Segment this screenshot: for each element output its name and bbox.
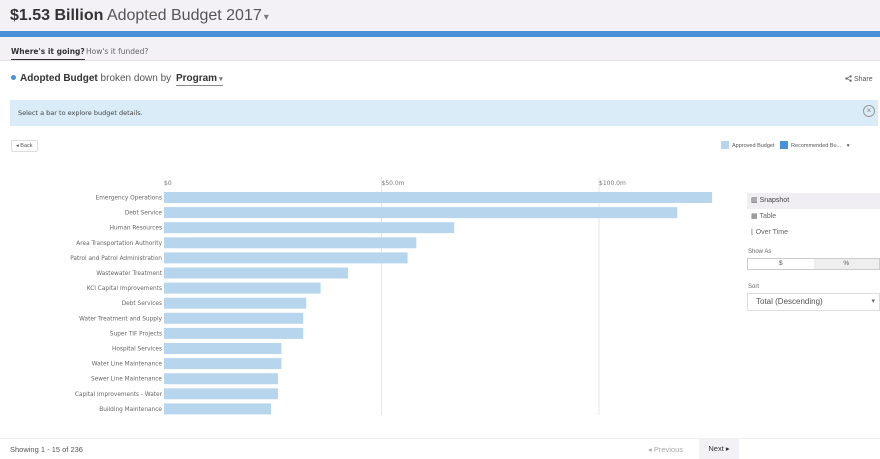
category-label: Super TIF Projects [110,331,162,337]
bar[interactable] [164,312,304,324]
chevron-down-icon: ▾ [219,76,223,83]
bar[interactable] [164,358,282,370]
budget-title: $1.53 Billion Adopted Budget 2017 ▾ [10,7,269,25]
accent-bar [0,31,880,37]
view-over-time-label: Over Time [755,229,788,236]
budget-bar-chart: $0 $50.0m $100.0m Emergency Operations Debt … [70,177,713,415]
category-label: Water Line Maintenance [92,362,163,368]
breakdown-by-text: broken down by [100,73,172,84]
bar[interactable] [164,327,304,339]
share-button[interactable]: Share [845,75,873,83]
legend-swatch [780,141,789,149]
category-label: Water Treatment and Supply [79,316,162,322]
view-table-label: Table [759,213,777,220]
bar[interactable] [164,192,713,203]
share-label: Share [853,76,873,83]
x-tick-label: $100.0m [599,180,626,187]
info-message: Select a bar to explore budget details. [18,109,143,117]
category-label: Sewer Line Maintenance [91,377,162,383]
year-selector[interactable]: 2017 [226,7,262,24]
budget-amount: $1.53 Billion [10,7,104,24]
bar[interactable] [164,388,278,400]
back-button[interactable]: ◂ Back [11,140,38,152]
bar[interactable] [164,267,349,279]
bar[interactable] [164,252,408,264]
category-label: KCI Capital Improvements [87,286,162,292]
bar[interactable] [164,222,455,234]
footer-divider [0,438,880,439]
sort-value: Total (Descending) [756,297,823,306]
legend: Approved Budget Recommended Bu... ▾ [721,141,849,149]
table-icon: ▦ [751,213,760,220]
previous-button[interactable]: ◂ Previous [648,445,684,454]
program-dropdown[interactable]: Program ▾ [175,73,223,86]
next-button[interactable]: Next ▸ [699,439,739,459]
bullet-icon [11,75,16,80]
chevron-down-icon[interactable]: ▾ [846,143,850,149]
bar[interactable] [164,297,307,309]
sort-label: Sort [748,284,760,290]
show-as-toggle: $ % [747,258,880,270]
tab-where-going[interactable]: Where's it going? [11,47,85,60]
line-chart-icon: ⌊ [751,229,756,236]
show-as-percent[interactable]: % [813,259,879,269]
category-label: Human Resources [110,226,162,232]
category-label: Wastewater Treatment [96,271,162,277]
close-icon[interactable]: × [863,105,875,117]
category-label: Area Transportation Authority [76,241,162,247]
x-tick-label: $50.0m [382,180,405,187]
breakdown-strong: Adopted Budget [20,73,98,84]
legend-item-approved[interactable]: Approved Budget [721,141,775,149]
bar[interactable] [164,207,678,219]
view-over-time[interactable]: ⌊ Over Time [747,225,880,241]
tab-bar: Where's it going? How's it funded? [0,37,880,61]
bar[interactable] [164,237,417,249]
show-as-dollar[interactable]: $ [778,260,783,267]
budget-subtitle: Adopted Budget [106,7,222,24]
category-label: Patrol and Patrol Administration [70,256,162,262]
legend-label: Recommended Bu... [791,143,842,149]
category-label: Emergency Operations [96,196,162,202]
show-as-label: Show As [748,249,772,255]
bar[interactable] [164,343,282,354]
legend-label: Approved Budget [732,143,775,149]
page-header: $1.53 Billion Adopted Budget 2017 ▾ [0,0,880,31]
tab-how-funded[interactable]: How's it funded? [86,47,149,56]
info-banner: Select a bar to explore budget details. … [10,100,878,126]
category-label: Capital Improvements - Water [75,392,163,398]
x-tick-label: $0 [164,180,172,187]
legend-swatch [721,141,729,149]
program-dropdown-label: Program [175,73,218,84]
category-label: Building Maintenance [99,407,162,413]
legend-item-recommended[interactable]: Recommended Bu... [780,141,842,149]
bar[interactable] [164,403,272,415]
bar[interactable] [164,282,321,294]
sort-dropdown[interactable]: Total (Descending) ▾ [747,293,880,311]
view-snapshot-label: Snapshot [759,197,790,204]
chevron-down-icon: ▾ [871,298,875,305]
category-label: Hospital Services [112,347,162,353]
bar[interactable] [164,373,278,385]
view-table[interactable]: ▦ Table [747,209,880,225]
breakdown-selector: Adopted Budget broken down by Program ▾ [11,73,223,86]
category-label: Debt Service [125,211,163,217]
chevron-down-icon[interactable]: ▾ [263,12,269,23]
category-label: Debt Services [122,301,162,307]
bar-chart-icon: ▥ [751,197,760,204]
share-icon [845,75,852,82]
view-snapshot[interactable]: ▥ Snapshot [747,193,880,209]
pagination-status: Showing 1 - 15 of 236 [10,445,83,454]
view-sidebar: ▥ Snapshot ▦ Table ⌊ Over Time Show As $… [747,193,880,311]
